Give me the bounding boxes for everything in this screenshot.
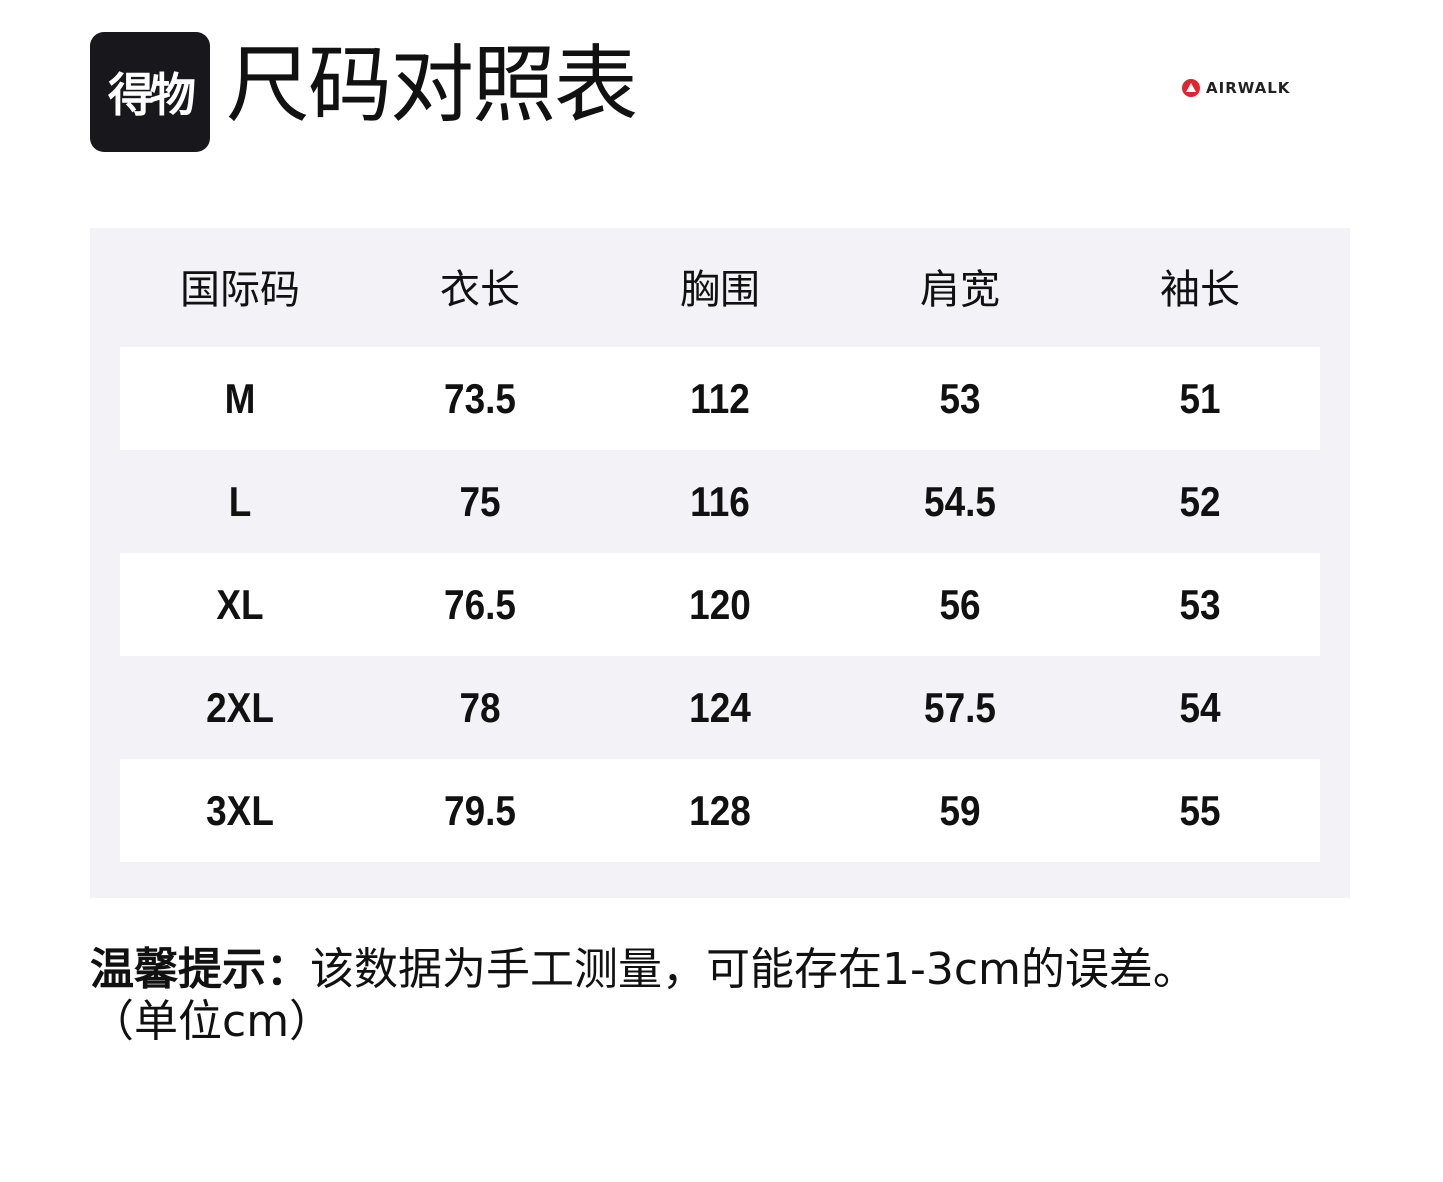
table-cell: 73.5 — [444, 374, 516, 422]
table-cell: 112 — [690, 374, 750, 422]
table-cell: M — [224, 374, 256, 422]
table-cell: 54 — [1179, 683, 1221, 731]
table-cell: 57.5 — [924, 683, 996, 731]
table-row: L 75 116 54.5 52 — [120, 450, 1320, 553]
dewu-logo: 得物 — [90, 32, 210, 152]
table-cell: 53 — [939, 374, 981, 422]
table-cell: 55 — [1179, 786, 1221, 834]
table-cell: 128 — [689, 786, 751, 834]
column-header: 胸围 — [680, 266, 760, 313]
brand-logo: AIRWALK — [1182, 79, 1290, 97]
table-row: 2XL 78 124 57.5 54 — [120, 656, 1320, 759]
table-cell: 54.5 — [924, 477, 996, 525]
unit-text: （单位cm） — [90, 996, 334, 1047]
note: 温馨提示：该数据为手工测量，可能存在1-3cm的误差。 （单位cm） — [90, 944, 1390, 1048]
table-cell: XL — [216, 580, 264, 628]
column-header: 衣长 — [440, 266, 520, 313]
table-cell: 53 — [1179, 580, 1221, 628]
note-text: 该数据为手工测量，可能存在1-3cm的误差。 — [310, 944, 1197, 995]
table-cell: 75 — [459, 477, 501, 525]
table-cell: 76.5 — [444, 580, 516, 628]
table-cell: 79.5 — [444, 786, 516, 834]
table-row: XL 76.5 120 56 53 — [120, 553, 1320, 656]
table-row: M 73.5 112 53 51 — [120, 347, 1320, 450]
size-table: 国际码 衣长 胸围 肩宽 袖长 M 73.5 112 53 51 L 75 116 54.5 52… — [90, 228, 1350, 898]
table-cell: 59 — [939, 786, 981, 834]
table-cell: 120 — [689, 580, 751, 628]
table-row: 3XL 79.5 128 59 55 — [120, 759, 1320, 862]
column-header: 袖长 — [1160, 266, 1240, 313]
note-label: 温馨提示： — [90, 944, 310, 995]
table-header: 国际码 衣长 胸围 肩宽 袖长 — [120, 234, 1320, 337]
table-cell: 3XL — [206, 786, 274, 834]
table-cell: 78 — [459, 683, 501, 731]
table-cell: 52 — [1179, 477, 1221, 525]
airwalk-icon — [1182, 79, 1200, 97]
table-cell: 51 — [1179, 374, 1221, 422]
brand-name: AIRWALK — [1206, 79, 1291, 97]
page-title: 尺码对照表 — [226, 36, 638, 134]
table-cell: L — [228, 477, 252, 525]
table-cell: 124 — [689, 683, 751, 731]
table-cell: 56 — [939, 580, 981, 628]
column-header: 国际码 — [180, 266, 300, 313]
table-cell: 116 — [690, 477, 750, 525]
column-header: 肩宽 — [920, 266, 1000, 313]
table-cell: 2XL — [206, 683, 274, 731]
